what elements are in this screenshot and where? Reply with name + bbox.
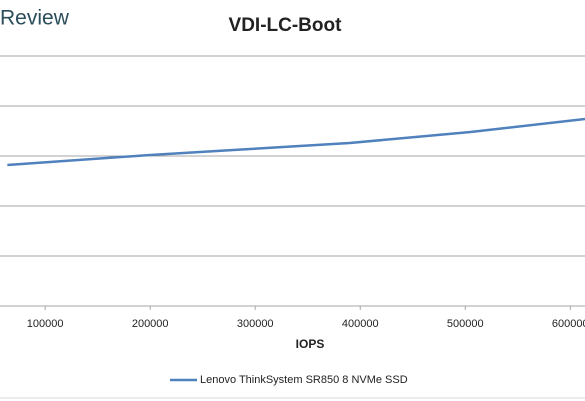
x-tick-label: 100000 [27, 318, 64, 330]
x-axis-label: IOPS [296, 337, 325, 351]
x-tick-label: 400000 [342, 318, 379, 330]
x-tick-label: 500000 [447, 318, 484, 330]
x-tick-label: 600000 [552, 318, 585, 330]
brand-logo: Review [0, 7, 70, 30]
chart-title: VDI-LC-Boot [229, 15, 343, 36]
x-tick-label: 300000 [237, 318, 274, 330]
x-tick-label: 200000 [132, 318, 169, 330]
legend-label: Lenovo ThinkSystem SR850 8 NVMe SSD [200, 374, 408, 386]
series-line [7, 117, 585, 167]
